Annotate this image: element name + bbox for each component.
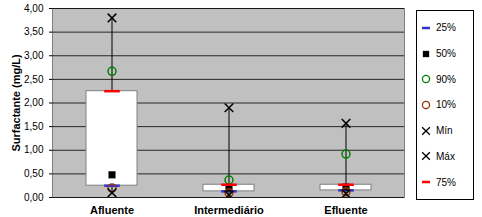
svg-text:2,00: 2,00 — [24, 97, 44, 108]
html-text:Mín: Mín — [436, 125, 453, 137]
svg-text:Afluente: Afluente — [90, 204, 134, 216]
svg-text:3,50: 3,50 — [24, 26, 44, 37]
svg-text:0,00: 0,00 — [24, 192, 44, 203]
svg-text:Efluente: Efluente — [324, 204, 367, 216]
svg-text:1,00: 1,00 — [24, 144, 44, 155]
svg-text:Intermediário: Intermediário — [194, 204, 264, 216]
html-text:10%: 10% — [436, 99, 456, 111]
svg-text:Surfactante (mg/L): Surfactante (mg/L) — [10, 54, 22, 152]
html-text:50%: 50% — [436, 48, 456, 59]
svg-text:2,50: 2,50 — [24, 74, 44, 85]
html-text:Máx: Máx — [436, 150, 455, 162]
svg-text:3,00: 3,00 — [24, 50, 44, 61]
svg-text:4,00: 4,00 — [24, 3, 44, 14]
html-text:75%: 75% — [436, 176, 456, 188]
html-text:25%: 25% — [436, 22, 456, 34]
html-text:90%: 90% — [436, 73, 456, 85]
svg-text:0,50: 0,50 — [24, 168, 44, 179]
svg-text:1,50: 1,50 — [24, 121, 44, 132]
